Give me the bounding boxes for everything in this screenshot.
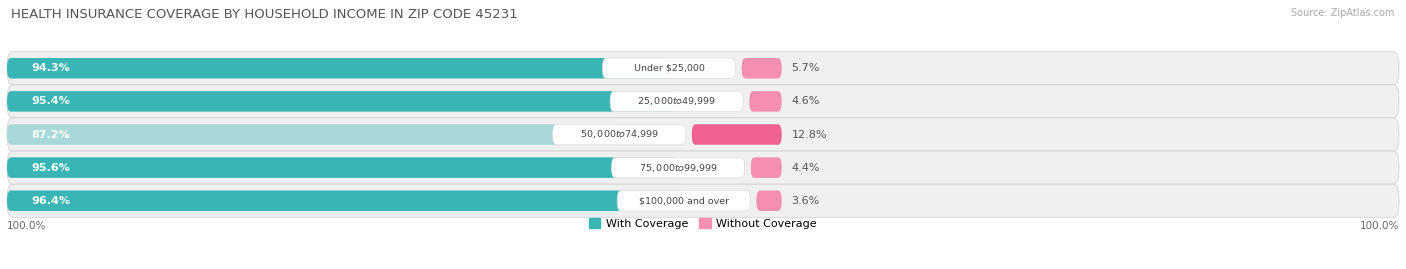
Text: 87.2%: 87.2%	[31, 129, 70, 140]
FancyBboxPatch shape	[7, 124, 619, 145]
FancyBboxPatch shape	[749, 91, 782, 112]
FancyBboxPatch shape	[617, 190, 751, 211]
FancyBboxPatch shape	[7, 118, 1399, 151]
Text: $50,000 to $74,999: $50,000 to $74,999	[579, 129, 659, 140]
FancyBboxPatch shape	[7, 91, 676, 112]
Text: HEALTH INSURANCE COVERAGE BY HOUSEHOLD INCOME IN ZIP CODE 45231: HEALTH INSURANCE COVERAGE BY HOUSEHOLD I…	[11, 8, 517, 21]
FancyBboxPatch shape	[7, 52, 1399, 85]
FancyBboxPatch shape	[7, 157, 678, 178]
Text: 4.6%: 4.6%	[792, 96, 820, 107]
FancyBboxPatch shape	[553, 124, 686, 145]
Text: $100,000 and over: $100,000 and over	[638, 196, 728, 205]
FancyBboxPatch shape	[602, 58, 735, 79]
FancyBboxPatch shape	[7, 151, 1399, 184]
FancyBboxPatch shape	[610, 91, 744, 112]
Text: 3.6%: 3.6%	[792, 196, 820, 206]
Text: 95.6%: 95.6%	[31, 162, 70, 173]
FancyBboxPatch shape	[7, 58, 669, 79]
Text: 12.8%: 12.8%	[792, 129, 827, 140]
FancyBboxPatch shape	[751, 157, 782, 178]
FancyBboxPatch shape	[7, 184, 1399, 217]
Text: 95.4%: 95.4%	[31, 96, 70, 107]
Text: 94.3%: 94.3%	[31, 63, 70, 73]
FancyBboxPatch shape	[741, 58, 782, 79]
Text: 5.7%: 5.7%	[792, 63, 820, 73]
FancyBboxPatch shape	[692, 124, 782, 145]
Text: $75,000 to $99,999: $75,000 to $99,999	[638, 162, 718, 174]
FancyBboxPatch shape	[612, 157, 745, 178]
Text: 100.0%: 100.0%	[1360, 221, 1399, 231]
Legend: With Coverage, Without Coverage: With Coverage, Without Coverage	[589, 218, 817, 229]
FancyBboxPatch shape	[756, 190, 782, 211]
FancyBboxPatch shape	[7, 190, 683, 211]
Text: $25,000 to $49,999: $25,000 to $49,999	[637, 95, 717, 107]
Text: Source: ZipAtlas.com: Source: ZipAtlas.com	[1291, 8, 1395, 18]
Text: 96.4%: 96.4%	[31, 196, 70, 206]
Text: Under $25,000: Under $25,000	[634, 64, 704, 73]
FancyBboxPatch shape	[7, 85, 1399, 118]
Text: 4.4%: 4.4%	[792, 162, 820, 173]
Text: 100.0%: 100.0%	[7, 221, 46, 231]
